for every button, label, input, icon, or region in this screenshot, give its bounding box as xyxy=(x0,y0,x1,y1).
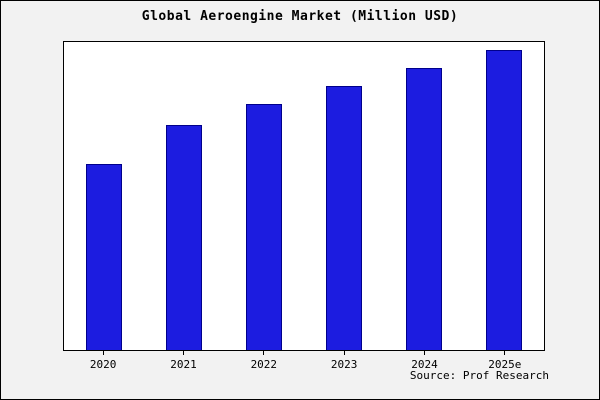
bar-slot-2024 xyxy=(384,42,464,350)
x-tick-label: 2021 xyxy=(170,358,197,371)
tick-mark xyxy=(423,351,425,355)
bar-slot-2023 xyxy=(304,42,384,350)
x-tick-2021: 2021 xyxy=(143,351,223,371)
plot-area xyxy=(63,41,545,351)
tick-mark xyxy=(504,351,506,355)
tick-mark xyxy=(343,351,345,355)
bar-2025e xyxy=(486,50,522,350)
bar-2020 xyxy=(86,164,122,350)
x-tick-label: 2023 xyxy=(330,358,358,371)
bar-slot-2021 xyxy=(144,42,224,350)
x-tick-2022: 2022 xyxy=(224,351,304,371)
source-attribution: Source: Prof Research xyxy=(409,369,549,382)
x-tick-label: 2025e xyxy=(488,358,522,371)
bar-2021 xyxy=(166,125,202,350)
tick-mark xyxy=(263,351,265,355)
x-tick-label: 2024 xyxy=(411,358,438,371)
bar-2024 xyxy=(406,68,442,350)
x-tick-label: 2020 xyxy=(89,358,117,371)
bar-slot-2022 xyxy=(224,42,304,350)
x-tick-label: 2022 xyxy=(250,358,278,371)
x-tick-2024: 2024 xyxy=(384,351,464,371)
bars xyxy=(64,42,544,350)
x-tick-2023: 2023 xyxy=(304,351,384,371)
x-axis-labels: 2020 2021 2022 2023 2024 2025e xyxy=(63,351,545,371)
bar-2022 xyxy=(246,104,282,350)
tick-mark xyxy=(102,351,104,355)
bar-slot-2020 xyxy=(64,42,144,350)
tick-mark xyxy=(182,351,184,355)
x-tick-2025e: 2025e xyxy=(465,351,545,371)
bar-slot-2025e xyxy=(464,42,544,350)
bar-2023 xyxy=(326,86,362,350)
chart-title: Global Aeroengine Market (Million USD) xyxy=(141,9,459,24)
x-tick-2020: 2020 xyxy=(63,351,143,371)
